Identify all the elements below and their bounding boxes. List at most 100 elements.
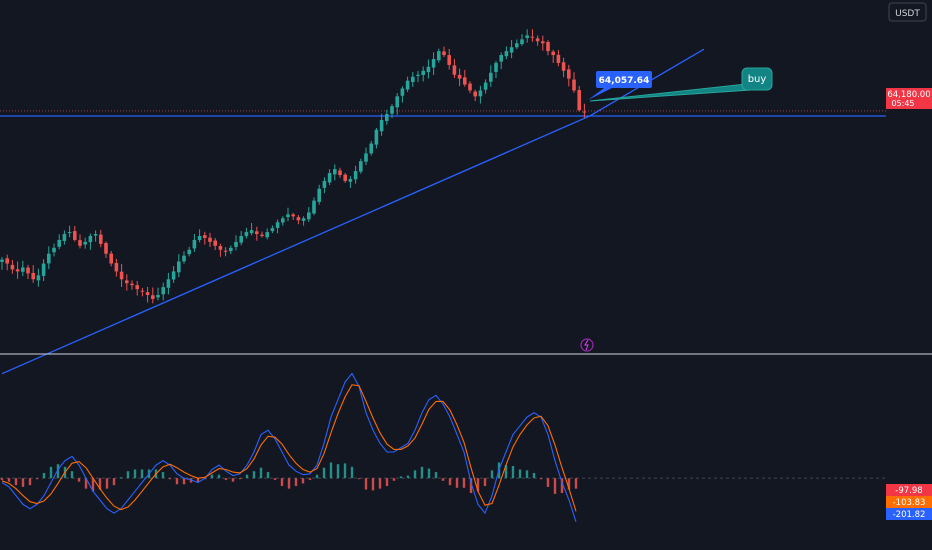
candle-body[interactable] [312, 200, 316, 214]
candle-body[interactable] [447, 55, 451, 65]
candle-body[interactable] [255, 231, 259, 235]
candle-body[interactable] [104, 243, 108, 254]
candle-body[interactable] [31, 272, 35, 280]
macd-histogram-bar[interactable] [91, 478, 95, 492]
candle-body[interactable] [483, 82, 488, 90]
macd-histogram-bar[interactable] [133, 469, 137, 479]
candle-body[interactable] [109, 253, 113, 264]
macd-histogram-bar[interactable] [483, 478, 487, 487]
candle-body[interactable] [125, 280, 129, 284]
signal-line[interactable] [1, 384, 577, 512]
macd-histogram-bar[interactable] [238, 478, 242, 480]
candle-body[interactable] [5, 258, 9, 264]
candle-body[interactable] [0, 259, 4, 262]
macd-histogram-bar[interactable] [14, 478, 18, 486]
macd-histogram-bar[interactable] [42, 472, 46, 479]
trendline-support[interactable] [1, 115, 590, 375]
candle-body[interactable] [405, 80, 410, 90]
candle-body[interactable] [364, 153, 368, 162]
candle-body[interactable] [416, 74, 420, 76]
candle-body[interactable] [83, 241, 87, 245]
candlestick-series[interactable] [0, 29, 587, 304]
candle-body[interactable] [192, 239, 197, 249]
candle-body[interactable] [67, 232, 72, 234]
macd-histogram-bar[interactable] [168, 478, 172, 480]
macd-histogram-bar[interactable] [322, 467, 326, 479]
macd-histogram-bar[interactable] [273, 478, 277, 480]
candle-body[interactable] [41, 263, 46, 276]
candle-body[interactable] [561, 62, 566, 71]
candle-body[interactable] [223, 250, 228, 252]
candle-body[interactable] [151, 295, 155, 299]
candle-body[interactable] [567, 69, 571, 79]
candle-body[interactable] [229, 247, 233, 252]
price-callout[interactable]: 64,057.64 [588, 71, 652, 100]
candle-body[interactable] [161, 287, 165, 295]
candle-body[interactable] [322, 180, 327, 188]
candle-body[interactable] [515, 43, 519, 48]
candle-body[interactable] [535, 38, 540, 42]
candle-body[interactable] [57, 239, 61, 247]
candle-body[interactable] [296, 217, 301, 221]
candle-body[interactable] [52, 247, 56, 253]
candle-body[interactable] [171, 271, 176, 280]
macd-histogram-bar[interactable] [7, 478, 11, 482]
candle-body[interactable] [15, 269, 20, 272]
macd-histogram-bar[interactable] [119, 477, 123, 479]
candle-body[interactable] [431, 59, 436, 68]
candle-body[interactable] [520, 39, 524, 45]
candle-body[interactable] [333, 169, 337, 175]
macd-histogram-bar[interactable] [252, 471, 256, 479]
candle-body[interactable] [525, 35, 529, 38]
candle-body[interactable] [489, 72, 493, 82]
macd-histogram-bar[interactable] [406, 475, 410, 479]
candle-body[interactable] [468, 83, 472, 91]
macd-histogram-bar[interactable] [455, 478, 459, 488]
macd-histogram-bar[interactable] [77, 478, 81, 482]
macd-histogram-bar[interactable] [413, 470, 417, 479]
macd-histogram-bar[interactable] [378, 478, 382, 489]
candle-body[interactable] [551, 51, 555, 56]
macd-histogram-bar[interactable] [161, 472, 165, 479]
candle-body[interactable] [421, 70, 425, 75]
macd-histogram-bar[interactable] [343, 463, 347, 479]
candle-body[interactable] [411, 76, 415, 83]
candle-body[interactable] [213, 240, 217, 246]
candle-body[interactable] [390, 106, 394, 114]
currency-badge[interactable]: USDT [888, 2, 927, 22]
candle-body[interactable] [494, 62, 498, 72]
candle-body[interactable] [546, 42, 550, 52]
macd-histogram-bar[interactable] [301, 478, 305, 484]
candle-body[interactable] [572, 79, 576, 91]
candle-body[interactable] [426, 66, 431, 73]
candle-body[interactable] [140, 290, 145, 292]
macd-histogram-bar[interactable] [315, 474, 319, 479]
macd-histogram-bar[interactable] [392, 478, 396, 481]
candle-body[interactable] [244, 232, 249, 236]
candle-body[interactable] [530, 36, 535, 38]
macd-histogram-bar[interactable] [21, 478, 25, 487]
macd-histogram-bar[interactable] [371, 478, 375, 491]
macd-histogram-bar[interactable] [560, 478, 564, 494]
macd-histogram-bar[interactable] [427, 468, 431, 479]
macd-histogram-bar[interactable] [217, 474, 221, 479]
macd-histogram-bar[interactable] [532, 472, 536, 479]
macd-histogram-bar[interactable] [105, 478, 109, 489]
macd-histogram-bar[interactable] [567, 478, 571, 490]
macd-histogram-bar[interactable] [210, 474, 214, 479]
candle-body[interactable] [301, 218, 306, 221]
macd-histogram-bar[interactable] [280, 478, 284, 487]
macd-histogram-bar[interactable] [539, 478, 543, 480]
candle-body[interactable] [260, 234, 264, 236]
candle-body[interactable] [509, 47, 514, 53]
candle-body[interactable] [156, 295, 160, 298]
candle-body[interactable] [582, 111, 587, 113]
macd-histogram-bar[interactable] [574, 478, 578, 489]
candle-body[interactable] [395, 96, 399, 108]
candle-body[interactable] [577, 90, 581, 111]
candle-body[interactable] [145, 292, 150, 295]
candle-body[interactable] [130, 283, 134, 286]
macd-histogram-bar[interactable] [469, 478, 473, 494]
candle-body[interactable] [203, 235, 207, 238]
macd-histogram-bar[interactable] [126, 471, 130, 479]
